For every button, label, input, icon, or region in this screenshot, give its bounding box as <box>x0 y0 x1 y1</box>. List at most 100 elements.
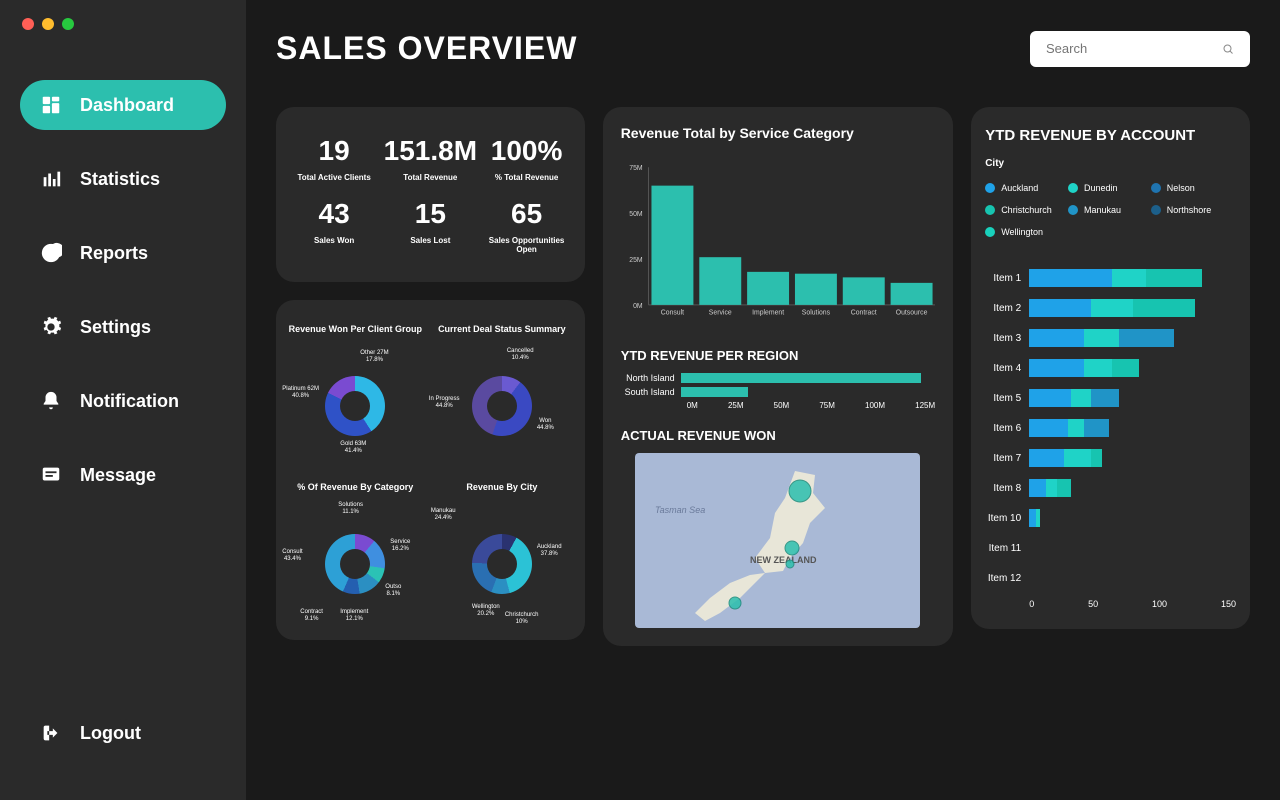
account-row-label: Item 1 <box>985 273 1029 284</box>
nav: Dashboard Statistics Reports Settings Notifi… <box>0 80 246 708</box>
metric: 151.8MTotal Revenue <box>382 135 478 182</box>
legend-item: Manukau <box>1068 205 1151 215</box>
donut-label: Gold 63M41.4% <box>340 441 366 455</box>
account-bar-row: Item 2 <box>985 299 1236 317</box>
metric-value: 15 <box>382 198 478 230</box>
region-label: North Island <box>621 373 681 383</box>
region-label: South Island <box>621 387 681 397</box>
metric-label: Total Active Clients <box>286 173 382 182</box>
metric: 43 Sales Won <box>286 198 382 254</box>
metric-label: Sales Lost <box>382 236 478 245</box>
sidebar-item-reports[interactable]: Reports <box>20 228 226 278</box>
legend-item: Wellington <box>985 227 1068 237</box>
metric: 100% % Total Revenue <box>478 135 574 182</box>
sidebar-item-dashboard[interactable]: Dashboard <box>20 80 226 130</box>
metric-label: Total Revenue <box>382 173 478 182</box>
metric: 65 Sales Opportunities Open <box>478 198 574 254</box>
donut-label: In Progress44.8% <box>429 396 460 410</box>
stats-icon <box>40 168 62 190</box>
account-bar-row: Item 7 <box>985 449 1236 467</box>
svg-text:Tasman Sea: Tasman Sea <box>655 505 705 515</box>
donut-title: Revenue Won Per Client Group <box>286 324 425 334</box>
donut-label: Solutions11.1% <box>338 502 363 516</box>
region-bar-row: South Island <box>621 387 936 397</box>
metric-value: 100% <box>478 135 574 167</box>
svg-text:NEW ZEALAND: NEW ZEALAND <box>750 555 817 565</box>
svg-text:Implement: Implement <box>752 310 784 317</box>
service-chart-title: Revenue Total by Service Category <box>621 125 936 141</box>
logout-button[interactable]: Logout <box>20 708 226 758</box>
metric-value: 43 <box>286 198 382 230</box>
donut-chart <box>325 376 385 436</box>
donut-title: Revenue By City <box>433 482 572 492</box>
donut-label: Auckland37.8% <box>537 544 562 558</box>
svg-text:25M: 25M <box>629 257 643 264</box>
account-row-label: Item 12 <box>985 573 1029 584</box>
minimize-dot[interactable] <box>42 18 54 30</box>
window-controls <box>0 18 246 30</box>
donut-label: Platinum 62M40.8% <box>282 386 319 400</box>
sidebar: Dashboard Statistics Reports Settings Notifi… <box>0 0 246 800</box>
axis-tick: 0M <box>687 401 698 410</box>
search-box[interactable] <box>1030 31 1250 67</box>
metric-label: Sales Opportunities Open <box>478 236 574 254</box>
donut-cell: % Of Revenue By CategorySolutions11.1%Co… <box>286 474 425 624</box>
service-chart-card: Revenue Total by Service Category 75M 50M… <box>603 107 954 646</box>
account-bar-row: Item 4 <box>985 359 1236 377</box>
sidebar-item-message[interactable]: Message <box>20 450 226 500</box>
svg-text:75M: 75M <box>629 165 643 172</box>
svg-text:Contract: Contract <box>850 310 876 317</box>
search-input[interactable] <box>1046 41 1222 56</box>
svg-text:50M: 50M <box>629 211 643 218</box>
account-bar-row: Item 11 <box>985 539 1236 557</box>
donut-label: Christchurch10% <box>505 612 539 626</box>
account-row-label: Item 10 <box>985 513 1029 524</box>
logout-label: Logout <box>80 723 141 744</box>
metric-value: 65 <box>478 198 574 230</box>
account-bar-row: Item 6 <box>985 419 1236 437</box>
logout-icon <box>40 722 62 744</box>
svg-text:Consult: Consult <box>660 310 683 317</box>
topbar: SALES OVERVIEW <box>276 30 1250 67</box>
account-row-label: Item 5 <box>985 393 1029 404</box>
maximize-dot[interactable] <box>62 18 74 30</box>
account-chart-title: YTD REVENUE BY ACCOUNT <box>985 127 1236 144</box>
account-row-label: Item 4 <box>985 363 1029 374</box>
region-chart-title: YTD REVENUE PER REGION <box>621 348 936 363</box>
legend-title: City <box>985 158 1236 169</box>
donuts-card: Revenue Won Per Client GroupOther 27M17.… <box>276 300 585 640</box>
legend-item: Auckland <box>985 183 1068 193</box>
account-row-label: Item 2 <box>985 303 1029 314</box>
donut-label: Won44.8% <box>537 418 554 432</box>
metric-label: % Total Revenue <box>478 173 574 182</box>
account-bar-row: Item 10 <box>985 509 1236 527</box>
metric-label: Sales Won <box>286 236 382 245</box>
donut-cell: Revenue By CityManukau24.4%Auckland37.8%… <box>433 474 572 624</box>
close-dot[interactable] <box>22 18 34 30</box>
legend-item: Nelson <box>1151 183 1234 193</box>
dashboard-icon <box>40 94 62 116</box>
service-chart: 75M50M25M0MConsultServiceImplementSoluti… <box>621 151 936 331</box>
account-bar-row: Item 5 <box>985 389 1236 407</box>
sidebar-item-statistics[interactable]: Statistics <box>20 154 226 204</box>
sidebar-item-notification[interactable]: Notification <box>20 376 226 426</box>
account-row-label: Item 7 <box>985 453 1029 464</box>
donut-chart <box>325 534 385 594</box>
gear-icon <box>40 316 62 338</box>
donut-cell: Revenue Won Per Client GroupOther 27M17.… <box>286 316 425 466</box>
account-row-label: Item 6 <box>985 423 1029 434</box>
metrics-card: 19Total Active Clients151.8MTotal Revenu… <box>276 107 585 282</box>
chat-icon <box>40 464 62 486</box>
account-row-label: Item 8 <box>985 483 1029 494</box>
map-title: ACTUAL REVENUE WON <box>621 428 936 443</box>
main: SALES OVERVIEW 19Total Active Clients151… <box>246 0 1280 800</box>
axis-tick: 150 <box>1221 599 1236 609</box>
svg-text:0M: 0M <box>633 303 643 310</box>
account-row-label: Item 3 <box>985 333 1029 344</box>
nav-label: Message <box>80 465 156 486</box>
region-bar-row: North Island <box>621 373 936 383</box>
sidebar-item-settings[interactable]: Settings <box>20 302 226 352</box>
svg-text:Solutions: Solutions <box>802 310 831 317</box>
axis-tick: 100 <box>1152 599 1167 609</box>
search-icon <box>1222 41 1234 57</box>
